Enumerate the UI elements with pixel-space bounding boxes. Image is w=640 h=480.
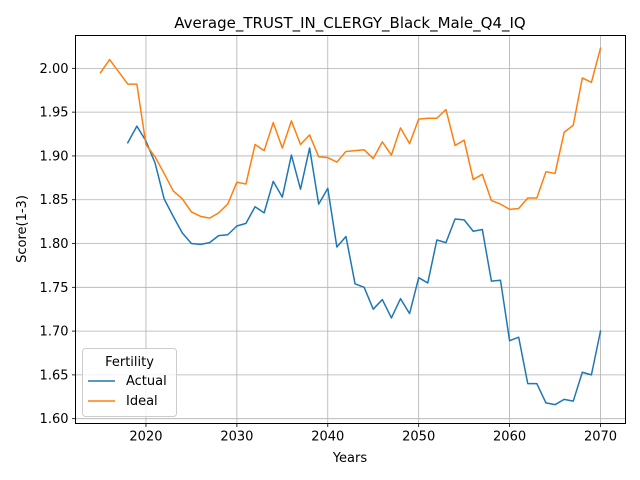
y-tick-label: 1.80 xyxy=(40,237,69,252)
legend-box xyxy=(82,348,177,417)
series-lines xyxy=(99,47,602,406)
x-tick-label: 2060 xyxy=(493,430,526,445)
x-axis-label: Years xyxy=(332,451,368,466)
y-tick-label: 1.75 xyxy=(40,281,69,296)
y-tick-label: 1.95 xyxy=(40,106,69,121)
plot-frame xyxy=(75,35,626,424)
y-tick-label: 1.90 xyxy=(40,149,69,164)
legend-label-ideal: Ideal xyxy=(126,394,158,409)
legend-title: Fertility xyxy=(105,355,154,370)
series-line-ideal xyxy=(99,47,602,219)
x-tick-label: 2040 xyxy=(311,430,344,445)
y-tick-label: 1.60 xyxy=(40,412,69,427)
legend-label-actual: Actual xyxy=(126,374,167,389)
x-axis-ticks: 2020 2030 2040 2050 2060 2070 xyxy=(129,423,617,445)
y-tick-label: 2.00 xyxy=(40,62,69,77)
y-tick-label: 1.65 xyxy=(40,368,69,383)
chart-title: Average_TRUST_IN_CLERGY_Black_Male_Q4_IQ xyxy=(174,14,525,33)
y-axis-ticks: 1.60 1.65 1.70 1.75 1.80 1.85 1.90 1.95 2.00 xyxy=(40,62,76,427)
series-line-actual xyxy=(126,125,602,406)
y-tick-label: 1.70 xyxy=(40,325,69,340)
x-tick-label: 2070 xyxy=(584,430,617,445)
x-tick-label: 2030 xyxy=(220,430,253,445)
y-tick-label: 1.85 xyxy=(40,193,69,208)
x-tick-label: 2050 xyxy=(402,430,435,445)
legend: Fertility Actual Ideal xyxy=(82,348,177,417)
y-axis-label: Score(1-3) xyxy=(15,195,30,263)
x-tick-label: 2020 xyxy=(129,430,162,445)
